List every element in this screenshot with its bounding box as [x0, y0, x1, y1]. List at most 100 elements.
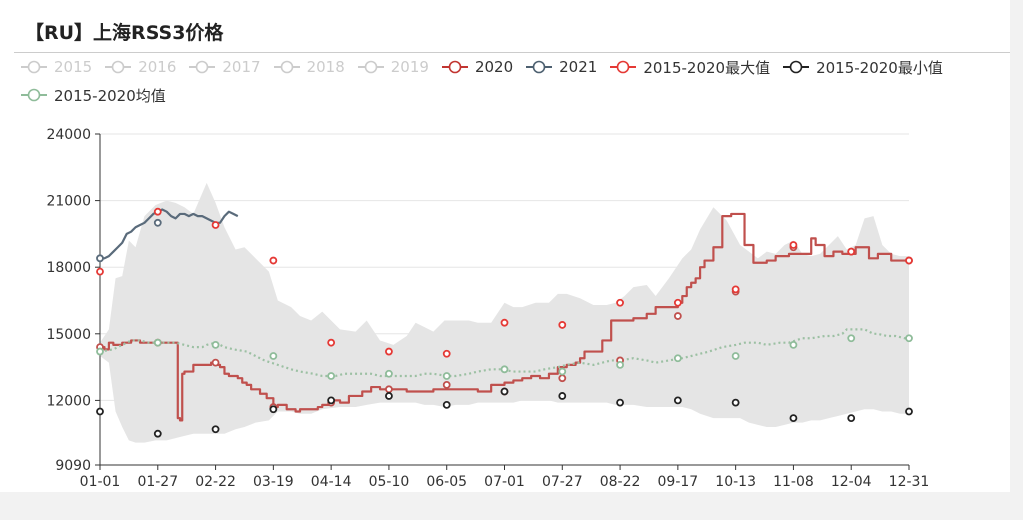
marker-point-mean — [442, 372, 451, 380]
x-tick-label: 07-27 — [542, 474, 583, 490]
y-tick-label: 9090 — [55, 458, 91, 474]
legend-line-circle-icon — [526, 60, 553, 74]
marker-point-max — [96, 267, 104, 276]
legend-label: 2015-2020均值 — [54, 86, 166, 105]
marker-point-min — [500, 387, 509, 396]
marker-point-mean — [153, 338, 162, 347]
legend-item[interactable]: 2015 — [20, 57, 92, 77]
marker-point-2021 — [96, 254, 104, 263]
marker-point-mean — [731, 352, 740, 360]
marker-point-mean — [500, 365, 509, 374]
legend-item[interactable]: 2021 — [525, 57, 597, 77]
legend: 2015 2016 2017 2018 2019 2020 2021 2015-2020最大值… — [20, 57, 1005, 105]
legend-item[interactable]: 2016 — [104, 57, 176, 77]
marker-point-max — [847, 247, 856, 256]
marker-point-min — [847, 414, 856, 423]
legend-item[interactable]: 2019 — [357, 57, 429, 77]
x-tick-label: 09-17 — [658, 474, 699, 490]
marker-point-2020 — [673, 312, 682, 320]
legend-label: 2015 — [54, 58, 93, 76]
legend-line-circle-icon — [273, 60, 300, 74]
legend-label: 2020 — [474, 58, 514, 76]
marker-point-max — [500, 318, 509, 327]
marker-point-mean — [673, 354, 682, 363]
marker-point-mean — [385, 369, 393, 378]
range-band-area — [100, 182, 909, 443]
marker-point-min — [905, 407, 913, 416]
chart-title: 【RU】上海RSS3价格 — [25, 22, 224, 44]
legend-item[interactable]: 2015-2020最小值 — [782, 57, 943, 77]
marker-point-2020 — [211, 358, 220, 367]
legend-line-circle-icon — [441, 60, 468, 74]
series-line-2020 — [100, 212, 909, 422]
legend-line-circle-icon — [783, 60, 810, 74]
marker-point-min — [731, 398, 740, 407]
marker-point-mean — [327, 372, 336, 380]
marker-point-min — [616, 398, 624, 407]
marker-point-mean — [558, 367, 567, 376]
legend-item[interactable]: 2020 — [441, 57, 513, 77]
marker-point-max — [211, 221, 220, 229]
x-tick-label: 01-27 — [137, 474, 178, 490]
legend-line-circle-icon — [610, 60, 637, 74]
legend-item[interactable]: 2015-2020均值 — [20, 85, 166, 105]
x-tick-label: 08-22 — [600, 474, 641, 490]
legend-line-circle-icon — [21, 88, 47, 102]
x-tick-label: 07-01 — [484, 474, 525, 490]
marker-point-max — [385, 347, 393, 356]
marker-point-max — [153, 207, 162, 216]
x-tick-label: 02-22 — [195, 474, 236, 490]
marker-point-min — [385, 392, 393, 400]
x-tick-label: 06-05 — [426, 474, 467, 490]
legend-label: 2021 — [559, 58, 598, 76]
legend-label: 2015-2020最大值 — [643, 58, 771, 77]
x-tick-label: 05-10 — [369, 474, 410, 490]
y-tick-label: 24000 — [46, 127, 91, 143]
x-tick-label: 03-19 — [253, 474, 294, 490]
x-tick-label: 12-04 — [831, 474, 872, 490]
x-tick-label: 01-01 — [80, 474, 121, 490]
marker-point-max — [327, 338, 336, 347]
marker-point-min — [789, 414, 798, 423]
marker-point-2020 — [558, 374, 567, 383]
marker-point-mean — [211, 340, 220, 349]
x-tick-label: 04-14 — [311, 474, 352, 490]
marker-point-max — [616, 298, 624, 307]
legend-item[interactable]: 2015-2020最大值 — [609, 57, 770, 77]
marker-point-2020 — [385, 385, 393, 394]
marker-point-min — [558, 392, 567, 400]
marker-point-min — [673, 396, 682, 405]
x-tick-label: 10-13 — [715, 474, 756, 490]
legend-line-circle-icon — [357, 60, 384, 74]
marker-point-max — [789, 241, 798, 249]
marker-point-mean — [847, 334, 856, 343]
title-divider — [14, 52, 1010, 53]
series-line-2015-2020均值 — [99, 328, 909, 378]
legend-item[interactable]: 2017 — [188, 57, 261, 77]
marker-point-min — [327, 396, 336, 405]
marker-point-mean — [789, 340, 798, 349]
marker-point-max — [731, 285, 740, 294]
x-tick-label: 11-08 — [773, 474, 814, 490]
y-tick-label: 18000 — [46, 260, 91, 276]
marker-point-max — [673, 298, 682, 307]
marker-point-max — [442, 349, 451, 358]
marker-point-mean — [269, 352, 278, 360]
y-tick-label: 12000 — [46, 393, 91, 409]
marker-point-min — [269, 405, 278, 414]
x-tick-label: 12-31 — [889, 474, 930, 490]
legend-label: 2017 — [222, 58, 261, 76]
marker-point-mean — [616, 360, 624, 369]
legend-label: 2019 — [390, 58, 429, 76]
marker-point-mean — [96, 347, 104, 356]
y-tick-label: 15000 — [46, 327, 91, 343]
marker-point-min — [211, 425, 220, 434]
marker-point-min — [153, 429, 162, 438]
marker-point-min — [442, 400, 451, 409]
marker-point-min — [96, 407, 104, 416]
marker-point-2020 — [442, 380, 451, 389]
marker-point-mean — [905, 334, 913, 343]
legend-item[interactable]: 2018 — [273, 57, 345, 77]
marker-point-max — [558, 321, 567, 329]
